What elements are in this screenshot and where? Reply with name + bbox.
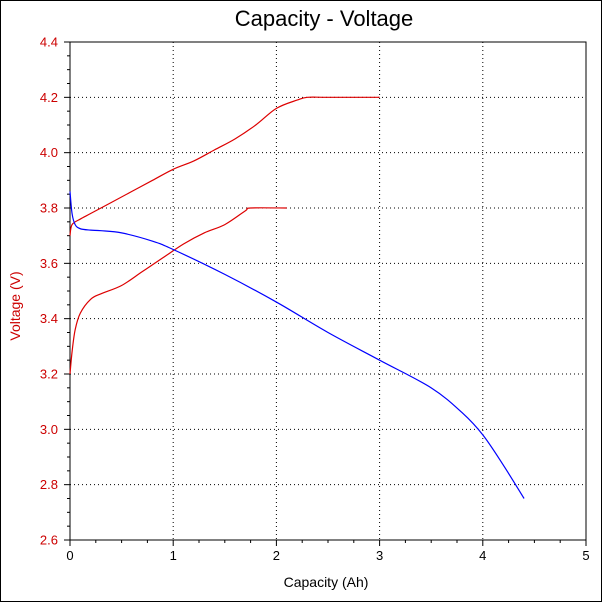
x-tick-label: 2 [273,548,280,563]
x-tick-label: 5 [582,548,589,563]
y-tick-label: 3.0 [40,422,58,437]
x-tick-label: 0 [66,548,73,563]
y-tick-label: 3.6 [40,256,58,271]
plot-area [69,41,587,541]
x-tick-label: 3 [376,548,383,563]
series-line-2 [69,207,287,375]
y-tick-label: 2.8 [40,477,58,492]
series-group [69,96,525,499]
y-tick-label: 4.4 [40,35,58,50]
x-tick-label: 4 [479,548,486,563]
y-tick-label: 3.2 [40,367,58,382]
y-tick-label: 3.8 [40,201,58,216]
chart-title: Capacity - Voltage [235,6,414,31]
y-tick-labels: 2.6 2.8 3.0 3.2 3.4 3.6 3.8 4.0 4.2 4.4 [40,35,58,548]
y-tick-label: 4.0 [40,145,58,160]
axis-ticks [64,41,587,546]
grid-lines [70,42,586,540]
y-tick-label: 3.4 [40,311,58,326]
y-tick-label: 4.2 [40,90,58,105]
series-line-1 [69,96,380,236]
x-tick-label: 1 [170,548,177,563]
x-tick-labels: 0 1 2 3 4 5 [66,548,589,563]
x-axis-label: Capacity (Ah) [284,574,369,590]
y-tick-label: 2.6 [40,533,58,548]
y-axis-label: Voltage (V) [7,271,23,340]
series-line-3 [69,191,525,499]
